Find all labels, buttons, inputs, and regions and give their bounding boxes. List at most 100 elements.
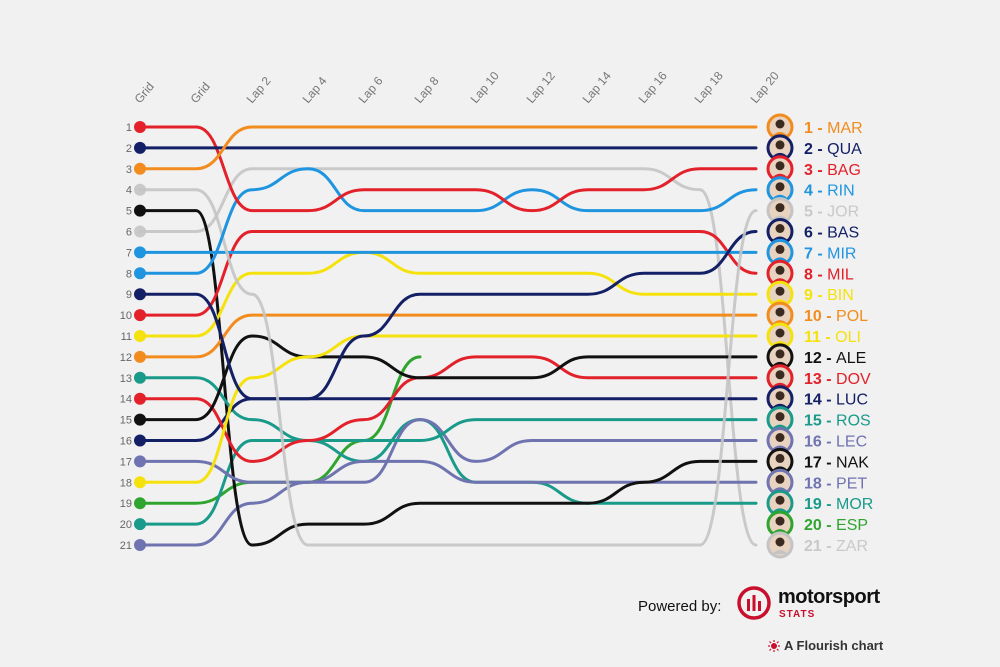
start-dot-ale[interactable] — [134, 413, 146, 426]
end-label-lec: 16 - LEC — [804, 434, 867, 451]
series-line-pol[interactable] — [138, 313, 758, 359]
column-header: Lap 14 — [580, 69, 615, 106]
avatar-mar[interactable] — [766, 113, 794, 141]
motorsport-logo-icon — [737, 586, 771, 620]
start-dot-ros[interactable] — [134, 371, 146, 384]
flourish-credit[interactable]: A Flourish chart — [784, 638, 884, 653]
start-dot-nak[interactable] — [134, 204, 146, 217]
position-label: 10 — [120, 310, 132, 322]
column-header: Lap 12 — [524, 69, 559, 106]
position-label: 8 — [126, 268, 132, 280]
end-label-nak: 17 - NAK — [804, 454, 869, 471]
start-dot-bag[interactable] — [134, 121, 146, 133]
flourish-icon — [768, 640, 780, 652]
end-label-mor: 19 - MOR — [804, 496, 873, 513]
position-label: 9 — [126, 289, 132, 301]
series-line-oli[interactable] — [138, 334, 758, 484]
start-dot-mir[interactable] — [134, 246, 146, 259]
position-label: 12 — [120, 352, 132, 364]
end-label-bin: 9 - BIN — [804, 287, 854, 304]
column-header: Lap 16 — [636, 69, 671, 106]
position-label: 5 — [126, 206, 132, 218]
avatar-zar[interactable] — [766, 531, 794, 559]
position-label: 13 — [120, 373, 132, 385]
start-dot-dov[interactable] — [134, 392, 146, 405]
start-dot-mil[interactable] — [134, 309, 146, 322]
end-label-dov: 13 - DOV — [804, 371, 871, 388]
series-line-mar[interactable] — [138, 125, 758, 171]
series-line-dov[interactable] — [138, 355, 758, 463]
end-label-bas: 6 - BAS — [804, 225, 859, 242]
column-header: Grid — [188, 80, 213, 106]
column-header: Lap 8 — [412, 74, 442, 106]
series-line-ros[interactable] — [138, 376, 758, 442]
end-label-zar: 21 - ZAR — [804, 538, 868, 555]
start-dot-qua[interactable] — [134, 141, 146, 154]
brand-name[interactable]: motorsport — [778, 586, 880, 608]
position-label: 20 — [120, 519, 132, 531]
end-label-esp: 20 - ESP — [804, 517, 868, 534]
start-dot-mor[interactable] — [134, 518, 146, 531]
series-line-bag[interactable] — [138, 125, 758, 213]
column-header: Lap 20 — [748, 69, 783, 106]
column-header: Lap 10 — [468, 69, 503, 106]
end-label-bag: 3 - BAG — [804, 162, 861, 179]
brand-sub: STATS — [779, 609, 816, 620]
position-label: 1 — [126, 122, 132, 134]
position-label: 6 — [126, 227, 132, 239]
start-dot-rin[interactable] — [134, 267, 146, 280]
powered-by-label: Powered by: — [638, 598, 722, 615]
column-header: Grid — [132, 80, 157, 106]
start-dot-lec[interactable] — [134, 455, 146, 468]
series-line-bas[interactable] — [138, 230, 758, 401]
start-dot-jor[interactable] — [134, 183, 146, 196]
series-line-mil[interactable] — [138, 230, 758, 317]
start-dot-bin[interactable] — [134, 330, 146, 342]
position-label: 11 — [121, 331, 132, 343]
series-line-luc[interactable] — [138, 397, 758, 442]
position-label: 15 — [120, 415, 132, 427]
start-dot-bas[interactable] — [134, 288, 146, 301]
end-label-mir: 7 - MIR — [804, 245, 856, 262]
column-header: Lap 4 — [300, 74, 330, 106]
series-line-ale[interactable] — [138, 334, 758, 422]
series-line-jor[interactable] — [138, 188, 758, 547]
end-label-mar: 1 - MAR — [804, 120, 863, 137]
series-line-zar[interactable] — [138, 167, 758, 547]
start-dot-zar[interactable] — [134, 225, 146, 238]
start-dot-mar[interactable] — [134, 162, 146, 175]
column-header: Lap 18 — [692, 69, 727, 106]
position-label: 19 — [120, 498, 132, 510]
start-dot-luc[interactable] — [134, 434, 146, 447]
end-label-rin: 4 - RIN — [804, 183, 855, 200]
position-label: 14 — [120, 394, 132, 406]
position-label: 16 — [120, 436, 132, 448]
column-header: Lap 6 — [356, 74, 386, 106]
avatar-esp[interactable] — [766, 510, 794, 538]
position-label: 4 — [126, 185, 132, 197]
end-label-luc: 14 - LUC — [804, 392, 868, 409]
avatar-oli[interactable] — [766, 322, 794, 350]
series-line-lec[interactable] — [138, 418, 758, 484]
position-label: 17 — [120, 456, 132, 468]
position-label: 2 — [126, 143, 132, 155]
column-header: Lap 2 — [244, 74, 274, 106]
position-label: 18 — [120, 477, 132, 489]
start-dot-esp[interactable] — [134, 497, 146, 510]
series-line-bin[interactable] — [138, 250, 758, 338]
end-label-jor: 5 - JOR — [804, 204, 859, 221]
end-label-qua: 2 - QUA — [804, 141, 862, 158]
end-label-pol: 10 - POL — [804, 308, 868, 325]
end-label-mil: 8 - MIL — [804, 266, 854, 283]
avatar-dov[interactable] — [766, 364, 794, 392]
start-dot-pol[interactable] — [134, 350, 146, 363]
start-dot-oli[interactable] — [134, 476, 146, 489]
position-label: 7 — [126, 247, 132, 259]
start-dot-pet[interactable] — [134, 539, 146, 551]
series-line-rin[interactable] — [138, 167, 758, 275]
end-label-ale: 12 - ALE — [804, 350, 866, 367]
end-label-pet: 18 - PET — [804, 475, 867, 492]
avatar-nak[interactable] — [766, 447, 794, 475]
end-label-ros: 15 - ROS — [804, 413, 871, 430]
